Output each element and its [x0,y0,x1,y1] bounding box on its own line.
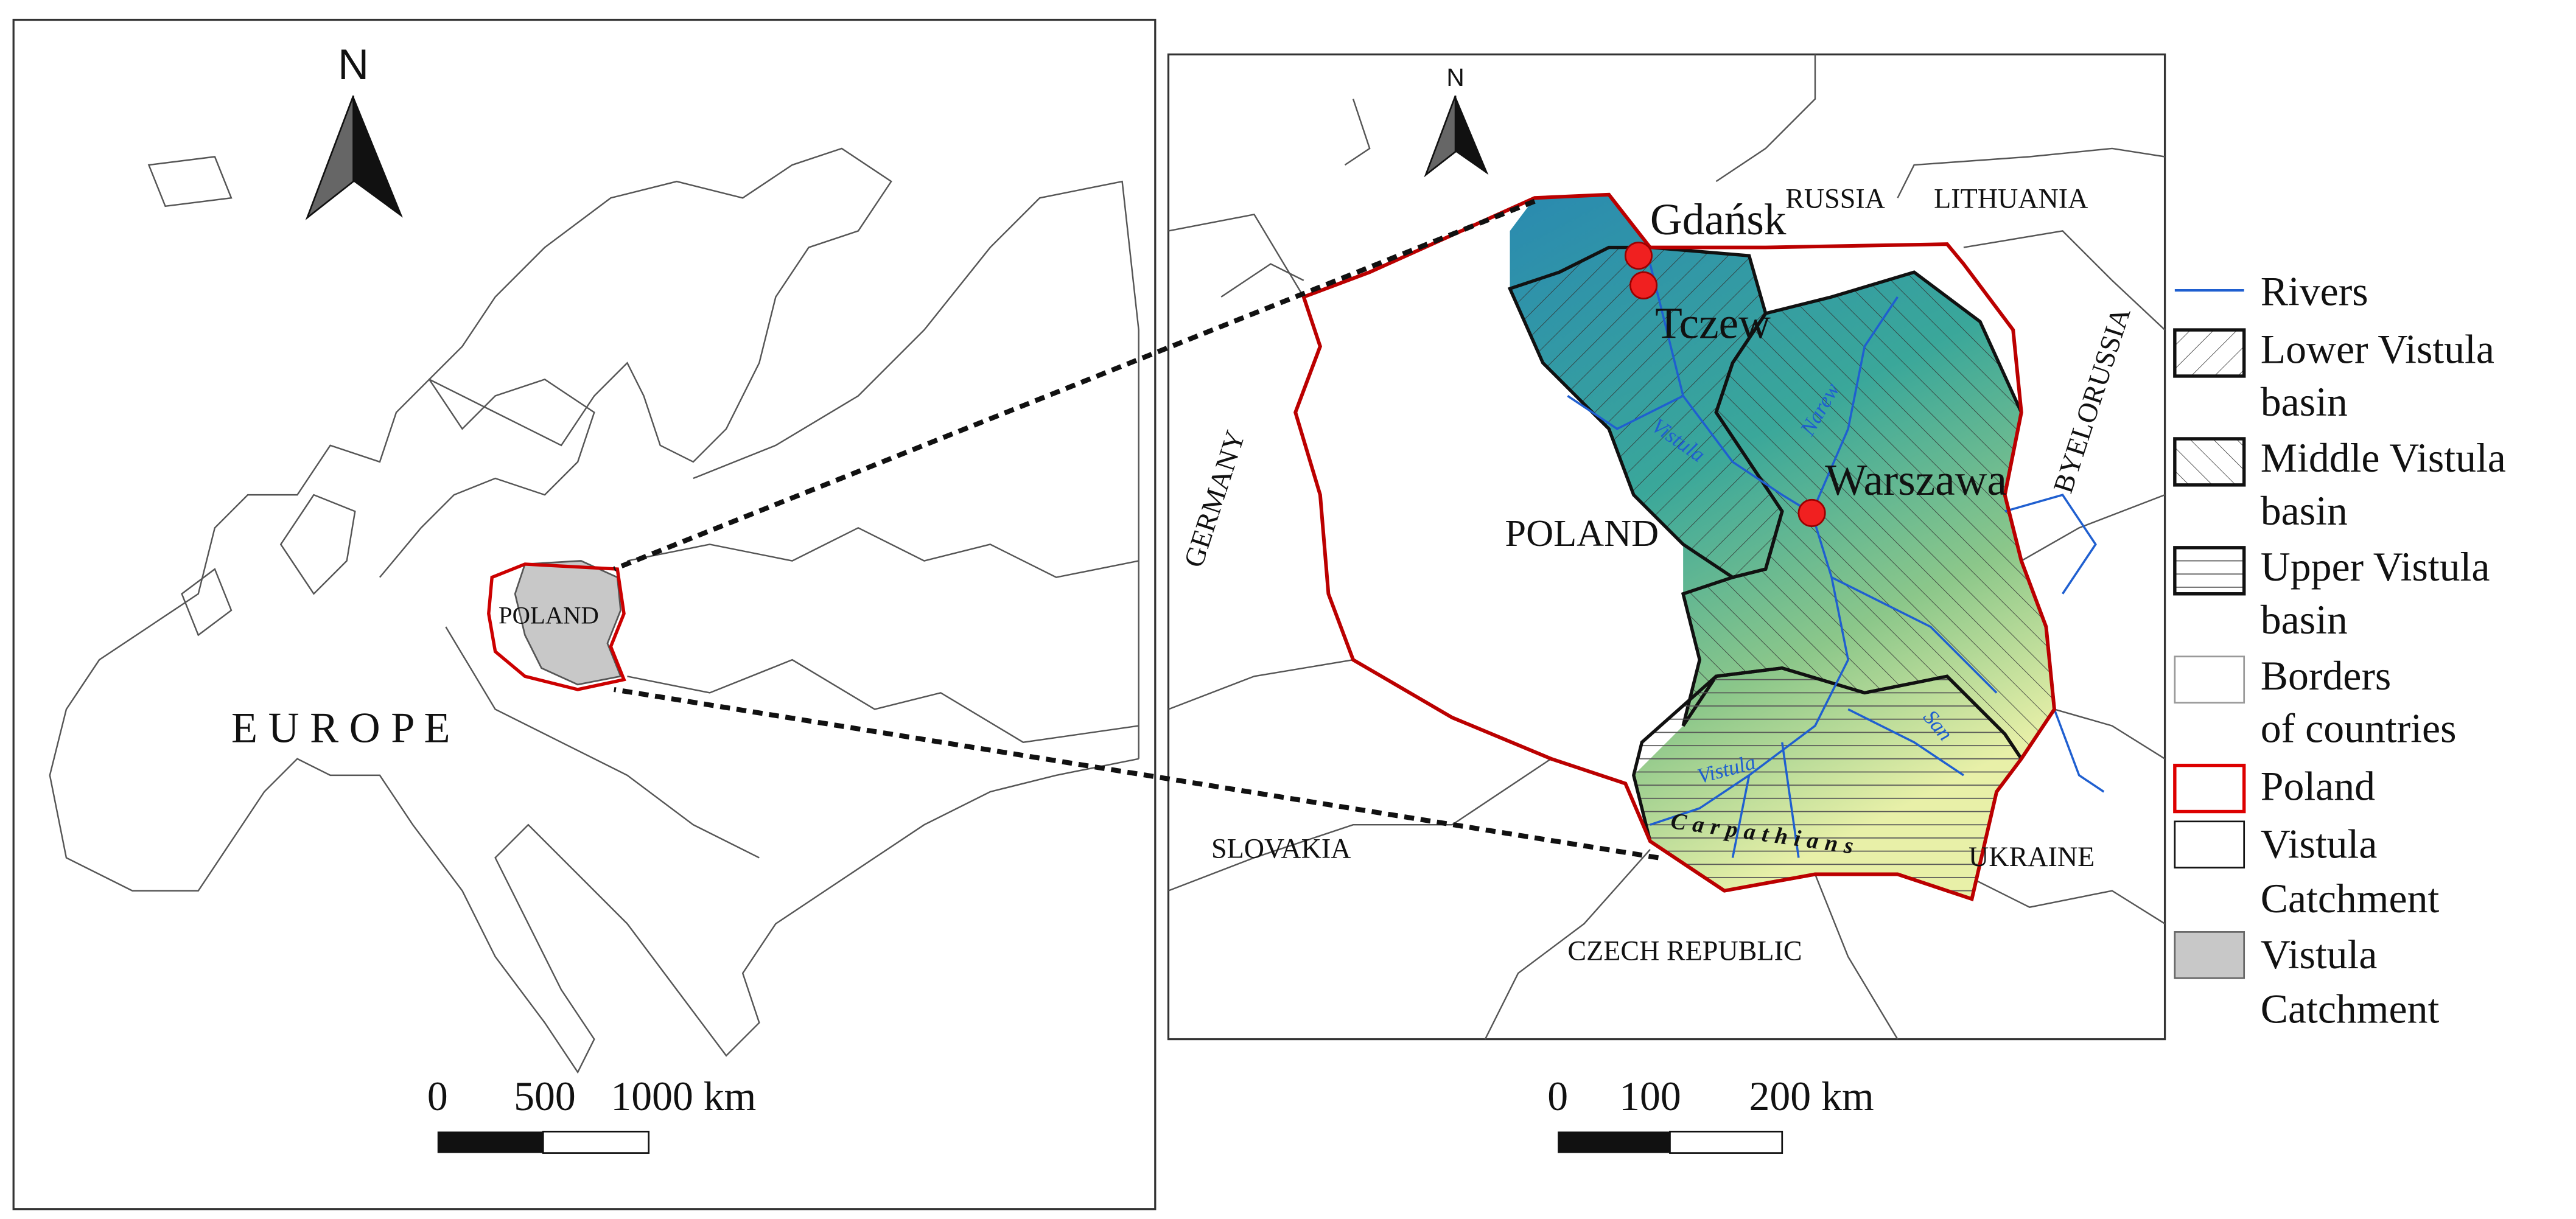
country-label: LITHUANIA [1934,183,2088,214]
scale-label: 0 [427,1074,448,1119]
legend-label: Lower Vistula [2261,326,2494,372]
country-label: POLAND [1505,512,1659,554]
poland-map: Gdańsk Tczew Warszawa RUSSIA LITHUANIA B… [613,53,2166,1154]
scale-label: 500 [514,1074,576,1119]
rivers [1567,264,2105,858]
country-label: CZECH REPUBLIC [1567,935,1802,966]
legend-label: of countries [2261,706,2457,752]
scale-label: 100 [1619,1074,1681,1119]
country-label: POLAND [499,602,599,629]
legend-label: Rivers [2261,268,2368,314]
city-marker [1624,242,1653,270]
islands [147,156,356,637]
zoom-line [613,198,1536,571]
legend: Rivers Lower Vistula basin Middle Vistul… [2173,268,2506,1032]
scale-bar [542,1130,650,1154]
legend-swatch [2173,763,2246,814]
scale-bar [1669,1130,1783,1154]
legend-label: Catchment [2261,986,2440,1032]
legend-label: Vistula [2261,821,2378,867]
legend-label: Vistula [2261,932,2378,977]
poland-border [1293,192,2057,902]
legend-label: Poland [2261,764,2375,809]
scandinavia [428,147,892,463]
scale-label: 200 km [1749,1074,1874,1119]
north-label: N [338,40,369,88]
country-borders [1168,54,2166,1040]
legend-label: Upper Vistula [2261,544,2490,590]
scale-label: 1000 km [611,1074,756,1119]
coastline [49,378,1139,1074]
scale-label: 0 [1547,1074,1568,1119]
legend-swatch [2173,437,2246,487]
city-label: Tczew [1655,299,1771,348]
scale-bar [437,1131,544,1153]
legend-label: Catchment [2261,876,2440,921]
poland-border [487,562,626,691]
country-label: UKRAINE [1969,841,2095,872]
legend-label: basin [2261,379,2348,425]
legend-swatch [2173,328,2246,378]
legend-label: Borders [2261,653,2392,699]
europe-map: POLAND E U R O P E N 0 500 1000 km [12,18,1157,1210]
region-label: E U R O P E [231,705,450,752]
zoom-line [614,686,1659,861]
scale-bar [1558,1131,1670,1153]
country-label: SLOVAKIA [1211,833,1351,864]
vistula-catchment [514,560,622,686]
legend-label: basin [2261,488,2348,534]
city-label: Warszawa [1825,455,2007,505]
north-label: N [1446,63,1464,91]
legend-swatch [2174,655,2245,704]
legend-swatch [2173,546,2246,596]
city-marker [1629,271,1658,299]
country-label: RUSSIA [1785,183,1885,214]
east-europe [445,180,1139,859]
legend-swatch [2174,820,2245,869]
legend-label: Middle Vistula [2261,435,2506,481]
legend-swatch [2174,931,2245,979]
legend-label: basin [2261,597,2348,643]
city-label: Gdańsk [1650,195,1787,244]
city-marker [1797,498,1826,527]
